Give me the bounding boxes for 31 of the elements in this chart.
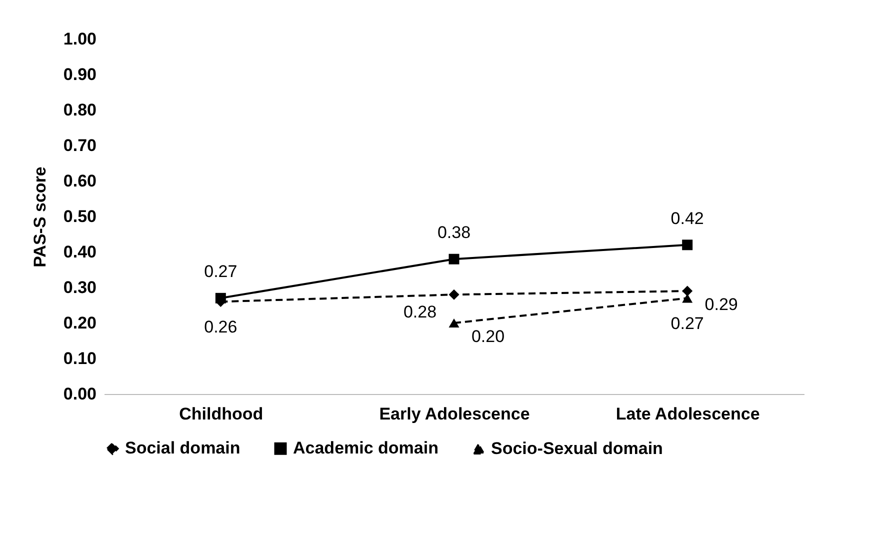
x-tick-label: Early Adolescence <box>379 404 530 424</box>
y-tick-label: 0.30 <box>63 278 96 297</box>
data-label: 0.28 <box>403 302 437 322</box>
point <box>215 292 226 304</box>
point <box>682 286 693 296</box>
legend-label: Academic domain <box>293 438 438 458</box>
y-tick-label: 0.20 <box>63 314 96 332</box>
data-label: 0.29 <box>704 295 738 314</box>
data-label: 0.42 <box>670 208 704 228</box>
point <box>448 254 460 264</box>
data-label: 0.26 <box>204 318 238 337</box>
point <box>448 289 460 300</box>
y-tick-label: 0.70 <box>63 136 96 155</box>
y-tick-label: 1.00 <box>63 30 96 48</box>
y-tick-label: 0.50 <box>63 207 96 226</box>
data-label: 0.27 <box>670 314 704 334</box>
legend-label: Socio-Sexual domain <box>491 438 663 458</box>
data-label: 0.38 <box>437 223 471 242</box>
data-label: 0.27 <box>204 262 238 282</box>
y-axis-title: PAS-S score <box>30 166 50 268</box>
data-label: 0.20 <box>471 327 505 346</box>
legend-label: Social domain <box>125 438 240 458</box>
y-tick-label: 0.90 <box>63 65 96 84</box>
y-tick-label: 0.60 <box>63 172 96 190</box>
y-tick-label: 0.10 <box>63 349 96 368</box>
point <box>682 240 693 250</box>
x-tick-label: Childhood <box>179 404 264 424</box>
y-tick-label: 0.00 <box>63 384 96 404</box>
y-tick-label: 0.40 <box>63 242 96 262</box>
y-tick-label: 0.80 <box>63 100 96 120</box>
x-tick-label: Late Adolescence <box>616 404 760 424</box>
